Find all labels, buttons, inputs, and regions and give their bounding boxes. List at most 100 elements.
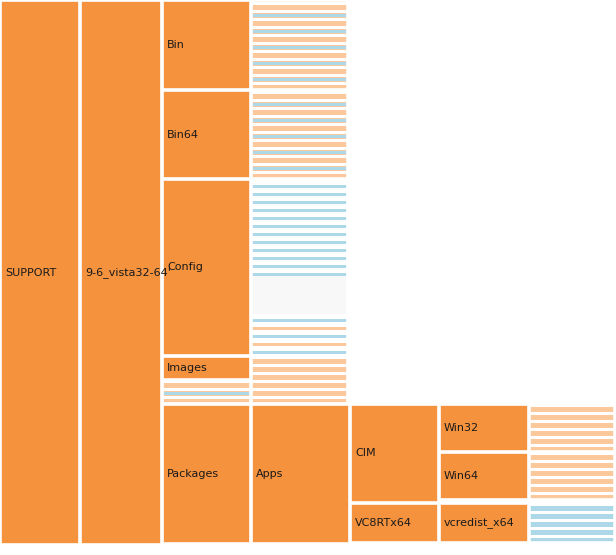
- Bar: [252, 127, 347, 130]
- Bar: [252, 315, 347, 318]
- Bar: [252, 70, 347, 73]
- Bar: [252, 384, 347, 387]
- Bar: [163, 381, 250, 403]
- Bar: [252, 18, 347, 21]
- Bar: [163, 91, 250, 178]
- Bar: [252, 339, 347, 342]
- Bar: [252, 155, 347, 158]
- Bar: [252, 107, 347, 110]
- Bar: [252, 331, 347, 334]
- Bar: [252, 405, 349, 543]
- Bar: [252, 159, 347, 162]
- Text: vcredist_x64: vcredist_x64: [444, 518, 515, 528]
- Bar: [530, 436, 614, 439]
- Bar: [252, 54, 347, 57]
- Bar: [252, 103, 347, 106]
- Bar: [252, 66, 347, 69]
- Bar: [252, 91, 347, 94]
- Bar: [252, 368, 347, 371]
- Bar: [530, 405, 614, 407]
- Bar: [530, 420, 614, 423]
- Bar: [252, 78, 347, 81]
- Bar: [252, 372, 347, 375]
- Bar: [252, 347, 347, 350]
- Bar: [252, 135, 347, 138]
- Bar: [530, 507, 614, 510]
- Bar: [530, 444, 614, 447]
- Bar: [252, 119, 347, 122]
- Bar: [252, 396, 347, 399]
- Bar: [163, 405, 250, 543]
- Bar: [252, 143, 347, 146]
- Bar: [530, 416, 614, 419]
- Bar: [530, 464, 614, 467]
- Bar: [252, 1, 347, 89]
- Bar: [252, 163, 347, 166]
- Bar: [252, 201, 347, 204]
- Bar: [252, 269, 347, 272]
- Text: 9-6_vista32-64': 9-6_vista32-64': [85, 267, 171, 278]
- Bar: [530, 424, 614, 427]
- Bar: [252, 335, 347, 338]
- Bar: [252, 351, 347, 354]
- Bar: [81, 1, 161, 544]
- Bar: [163, 384, 250, 387]
- Bar: [252, 167, 347, 170]
- Bar: [252, 253, 347, 256]
- Bar: [252, 86, 347, 89]
- Bar: [252, 1, 347, 89]
- Bar: [252, 99, 347, 102]
- Bar: [252, 392, 347, 395]
- Bar: [252, 95, 347, 98]
- Bar: [252, 171, 347, 174]
- Bar: [252, 233, 347, 236]
- Bar: [530, 511, 614, 514]
- Bar: [530, 480, 614, 483]
- Bar: [252, 276, 347, 314]
- Bar: [530, 432, 614, 435]
- Bar: [252, 2, 347, 5]
- Bar: [163, 388, 250, 391]
- Bar: [530, 515, 614, 518]
- Bar: [252, 180, 347, 355]
- Bar: [252, 181, 347, 184]
- Bar: [252, 151, 347, 154]
- Text: Apps: Apps: [256, 469, 283, 479]
- Text: Bin64: Bin64: [167, 129, 199, 139]
- Bar: [1, 1, 79, 544]
- Bar: [163, 1, 250, 89]
- Bar: [163, 381, 250, 403]
- Bar: [530, 527, 614, 530]
- Bar: [440, 504, 528, 542]
- Bar: [530, 460, 614, 463]
- Bar: [252, 22, 347, 25]
- Bar: [252, 197, 347, 200]
- Bar: [252, 319, 347, 322]
- Bar: [530, 412, 614, 415]
- Bar: [530, 453, 614, 455]
- Bar: [530, 531, 614, 534]
- Text: Packages: Packages: [167, 469, 219, 479]
- Bar: [530, 468, 614, 471]
- Bar: [163, 396, 250, 399]
- Bar: [163, 357, 250, 379]
- Bar: [163, 400, 250, 403]
- Bar: [252, 273, 347, 276]
- Bar: [252, 217, 347, 220]
- Text: SUPPORT: SUPPORT: [5, 268, 56, 278]
- Bar: [252, 343, 347, 346]
- Bar: [252, 249, 347, 252]
- Bar: [252, 357, 347, 403]
- Bar: [530, 428, 614, 431]
- Bar: [252, 265, 347, 268]
- Bar: [530, 539, 614, 542]
- Bar: [252, 388, 347, 391]
- Bar: [530, 453, 614, 499]
- Bar: [252, 62, 347, 65]
- Bar: [252, 14, 347, 17]
- Bar: [351, 405, 438, 502]
- Bar: [530, 504, 614, 542]
- Bar: [530, 440, 614, 443]
- Bar: [252, 38, 347, 41]
- Bar: [252, 400, 347, 403]
